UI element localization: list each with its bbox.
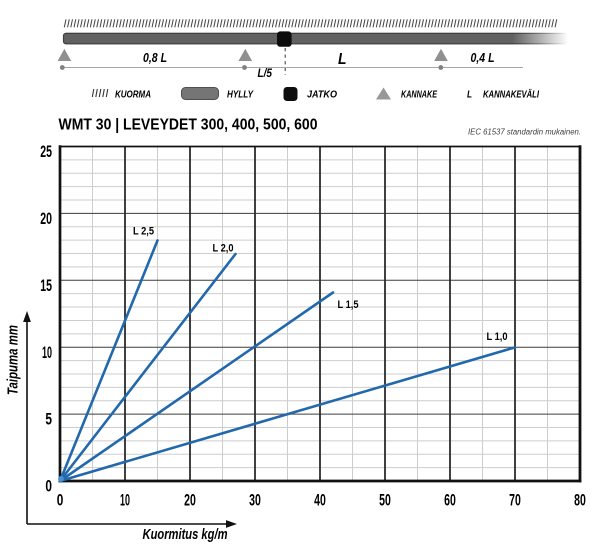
svg-text:L 2,0: L 2,0 [213,243,234,255]
svg-text:KANNAKE: KANNAKE [401,90,437,101]
svg-text:L 1,0: L 1,0 [487,331,508,343]
svg-text:0,4 L: 0,4 L [471,50,495,65]
svg-text:30: 30 [249,492,261,510]
svg-text:80: 80 [574,492,586,510]
svg-text:L: L [467,90,472,101]
svg-text:HYLLY: HYLLY [227,90,254,101]
svg-text:KUORMA: KUORMA [115,90,151,101]
svg-text:0: 0 [57,492,64,510]
svg-text:5: 5 [45,411,52,429]
svg-text:L/5: L/5 [258,66,273,80]
svg-text:KANNAKEVÄLI: KANNAKEVÄLI [483,88,539,101]
svg-text:0: 0 [45,478,52,496]
svg-text:60: 60 [444,492,456,510]
svg-text:15: 15 [40,277,52,295]
svg-text:20: 20 [40,210,52,228]
svg-text:WMT 30 | LEVEYDET 300, 400, 50: WMT 30 | LEVEYDET 300, 400, 500, 600 [59,117,318,134]
svg-text:Kuormitus kg/m: Kuormitus kg/m [143,526,228,543]
svg-text:IEC 61537 standardin mukainen.: IEC 61537 standardin mukainen. [468,128,581,137]
svg-text:0,8 L: 0,8 L [143,50,167,65]
svg-text:10: 10 [42,344,52,362]
svg-text:L: L [338,51,347,68]
svg-text:L 2,5: L 2,5 [133,226,154,238]
svg-text:L 1,5: L 1,5 [338,299,359,311]
svg-text:20: 20 [184,492,196,510]
svg-text:70: 70 [509,492,521,510]
svg-text:Taipuma mm: Taipuma mm [6,325,22,395]
svg-text:25: 25 [40,143,52,161]
svg-text:JATKO: JATKO [307,90,337,101]
svg-text:50: 50 [379,492,391,510]
svg-text:40: 40 [314,492,326,510]
svg-text:10: 10 [120,492,130,510]
